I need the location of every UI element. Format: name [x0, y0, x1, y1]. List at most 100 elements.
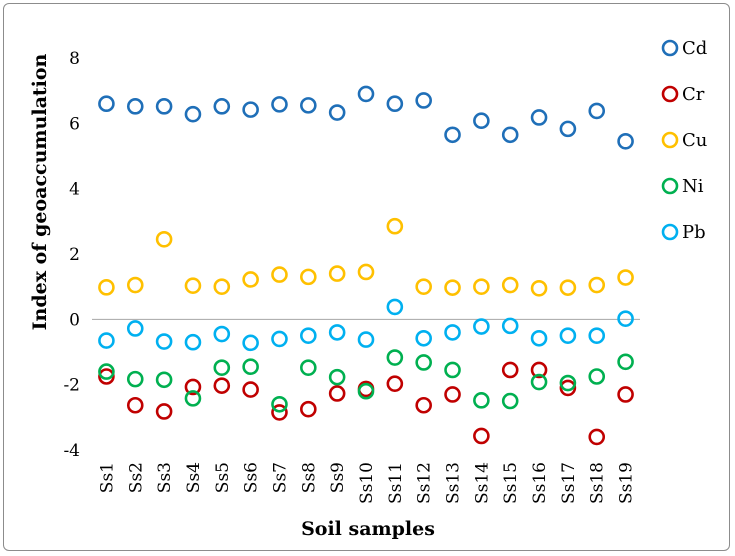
data-point-cd: [357, 85, 375, 103]
data-point-cr: [184, 378, 202, 396]
y-tick-label: 8: [69, 49, 80, 69]
data-point-cu: [415, 278, 432, 295]
data-point-cu: [530, 279, 548, 297]
x-tick-label: Ss13: [444, 462, 464, 504]
data-point-cr: [271, 404, 288, 421]
x-tick-label: Ss14: [472, 462, 492, 504]
data-point-cu: [271, 266, 288, 283]
data-point-cd: [444, 126, 461, 144]
data-point-cu: [559, 279, 577, 296]
data-point-cd: [530, 109, 548, 126]
data-point-cd: [213, 98, 231, 115]
data-point-cd: [501, 126, 519, 144]
data-point-ni: [328, 368, 346, 386]
x-tick-label: Ss4: [184, 462, 204, 493]
data-point-ni: [271, 395, 288, 413]
legend-label-cu: Cu: [682, 130, 707, 151]
data-point-cu: [473, 278, 490, 295]
data-point-ni: [184, 390, 202, 407]
y-tick-label: -2: [63, 376, 80, 396]
data-point-pb: [473, 318, 490, 335]
data-point-ni: [501, 392, 519, 410]
data-point-ni: [242, 358, 259, 376]
data-point-pb: [617, 310, 634, 327]
x-tick-label: Ss12: [415, 462, 435, 504]
x-tick-label: Ss8: [299, 462, 319, 493]
plot-area: -4 -2 0 2 4 6 8 Ss1 Ss2 Ss3 Ss4 Ss5 Ss6 Ss7 Ss8 Ss9 Ss10…: [63, 49, 640, 504]
data-point-cu: [444, 279, 461, 296]
data-point-cr: [300, 400, 317, 418]
data-point-cu: [184, 277, 202, 294]
data-point-cd: [184, 105, 202, 123]
data-point-cd: [559, 120, 577, 138]
data-point-cu: [300, 268, 317, 286]
data-point-pb: [155, 333, 173, 350]
data-point-ni: [126, 370, 144, 388]
data-point-cu: [386, 217, 404, 235]
y-tick-label: 2: [69, 245, 80, 265]
x-tick-label: Ss11: [386, 462, 406, 504]
data-point-cu: [617, 269, 634, 286]
x-tick-label: Ss3: [155, 462, 175, 493]
data-point-cu: [588, 276, 606, 294]
legend-marker-pb: [661, 223, 679, 241]
data-point-cr: [328, 385, 346, 402]
data-point-cd: [126, 98, 144, 115]
legend-marker-cd: [661, 39, 679, 57]
data-point-cr: [242, 381, 259, 398]
data-point-cr: [588, 428, 606, 446]
data-point-pb: [242, 334, 259, 352]
data-point-cd: [415, 92, 432, 109]
data-point-cu: [126, 276, 144, 294]
data-point-ni: [415, 354, 432, 371]
data-point-ni: [357, 382, 375, 400]
chart-frame: [3, 3, 730, 551]
legend-marker-cu: [661, 131, 679, 149]
data-point-cd: [242, 101, 259, 118]
x-tick-label: Ss17: [559, 462, 579, 504]
data-point-cd: [473, 112, 490, 130]
y-tick-label: 6: [69, 114, 80, 134]
data-point-pb: [444, 324, 461, 341]
x-tick-label: Ss15: [501, 462, 521, 504]
data-point-pb: [357, 331, 375, 348]
data-point-cd: [386, 95, 404, 113]
data-point-ni: [473, 392, 490, 409]
data-point-cr: [126, 396, 144, 414]
data-point-pb: [530, 329, 548, 347]
x-tick-label: Ss16: [530, 462, 550, 504]
data-point-cr: [473, 427, 490, 445]
legend-marker-cr: [661, 85, 679, 103]
x-tick-label: Ss19: [617, 462, 637, 504]
legend-label-ni: Ni: [682, 176, 704, 197]
data-point-cu: [98, 279, 115, 296]
data-point-cr: [386, 375, 404, 392]
data-point-cu: [155, 231, 173, 248]
data-point-ni: [213, 359, 231, 376]
data-point-cr: [530, 361, 548, 379]
data-point-ni: [98, 363, 115, 380]
data-point-cu: [501, 276, 519, 294]
data-point-cd: [155, 98, 173, 115]
data-point-cd: [328, 104, 346, 121]
data-point-pb: [588, 327, 606, 344]
data-point-ni: [444, 361, 461, 379]
x-tick-label: Ss5: [213, 462, 233, 493]
y-tick-label: -4: [63, 441, 80, 461]
data-point-ni: [530, 373, 548, 391]
data-point-pb: [386, 298, 404, 316]
data-point-cr: [213, 377, 231, 394]
data-point-ni: [617, 353, 634, 371]
x-tick-label: Ss7: [270, 462, 290, 493]
x-tick-label: Ss2: [126, 462, 146, 493]
data-point-cr: [155, 403, 173, 420]
legend-label-cd: Cd: [682, 38, 707, 59]
data-point-pb: [98, 332, 115, 349]
data-point-cr: [444, 386, 461, 403]
data-point-cu: [242, 271, 259, 288]
x-tick-label: Ss18: [588, 462, 608, 504]
data-point-cd: [300, 97, 317, 114]
data-point-cr: [415, 396, 432, 414]
data-point-ni: [155, 371, 173, 389]
